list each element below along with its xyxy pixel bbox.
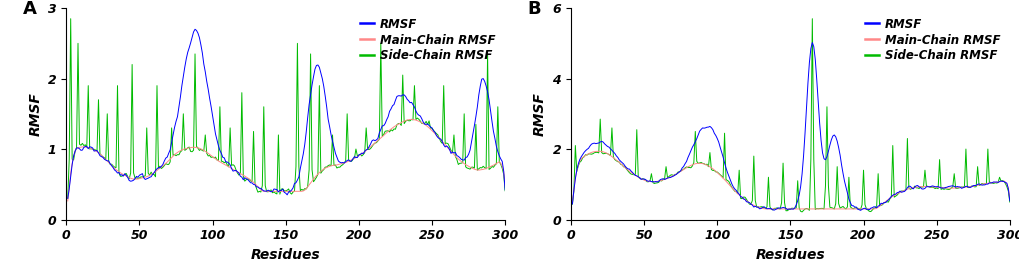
Y-axis label: RMSF: RMSF: [532, 92, 546, 136]
Text: B: B: [527, 0, 540, 18]
X-axis label: Residues: Residues: [755, 248, 824, 262]
Y-axis label: RMSF: RMSF: [29, 92, 42, 136]
Legend: RMSF, Main-Chain RMSF, Side-Chain RMSF: RMSF, Main-Chain RMSF, Side-Chain RMSF: [860, 14, 1003, 66]
Legend: RMSF, Main-Chain RMSF, Side-Chain RMSF: RMSF, Main-Chain RMSF, Side-Chain RMSF: [357, 14, 498, 66]
Text: A: A: [22, 0, 37, 18]
X-axis label: Residues: Residues: [251, 248, 320, 262]
